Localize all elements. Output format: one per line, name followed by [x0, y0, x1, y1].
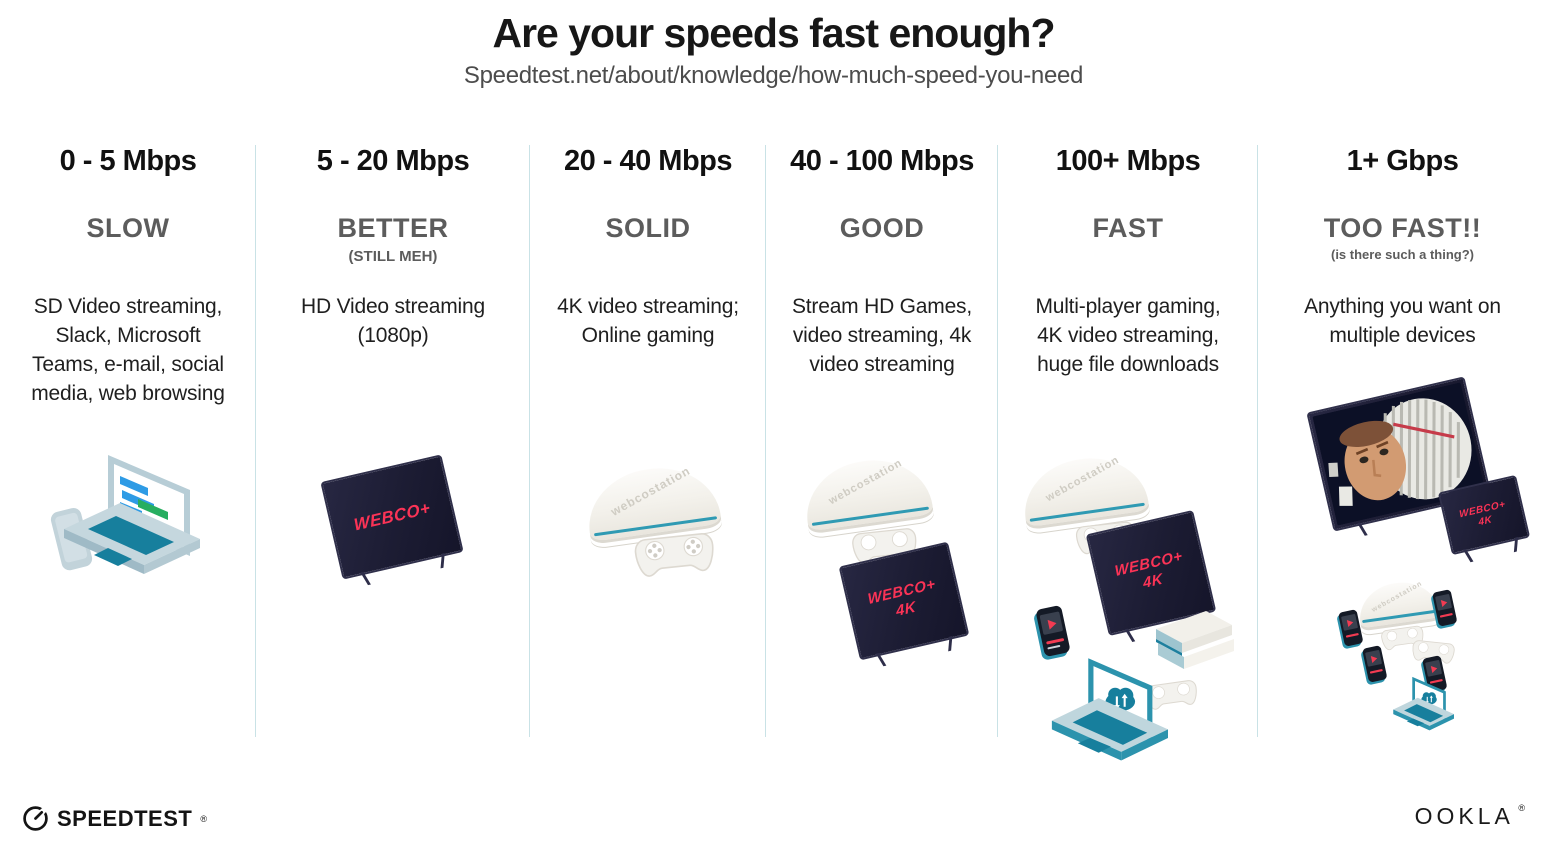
rating-label: FAST [1092, 213, 1164, 243]
column-0-5-mbps: 0 - 5 Mbps SLOW SD Video streaming, Slac… [0, 145, 256, 737]
console-brand-label: webcostation [608, 463, 693, 519]
laptop-cloud-icon [1393, 676, 1454, 731]
slab-console-icon [1156, 611, 1234, 669]
progress-bar [1439, 612, 1453, 618]
gamepad-illustration [1378, 620, 1428, 661]
rating-label: SOLID [605, 213, 691, 243]
source-url: Speedtest.net/about/knowledge/how-much-s… [463, 62, 1084, 89]
use-cases: 4K video streaming; Online gaming [557, 295, 739, 347]
speed-range: 100+ Mbps [1055, 145, 1201, 177]
smartphone-illustration [1035, 604, 1071, 658]
astronaut-image [1312, 382, 1486, 526]
rating-label: TOO FAST!! [1323, 213, 1482, 243]
smartphone-illustration [1432, 589, 1458, 627]
speed-range: 40 - 100 Mbps [790, 145, 974, 177]
play-icon [1370, 654, 1378, 663]
header: Are your speeds fast enough? Speedtest.n… [0, 0, 1547, 90]
rating-note: (is there such a thing?) [1330, 247, 1474, 262]
ookla-logo: OOKLA ® [1415, 803, 1525, 830]
speed-range: 5 - 20 Mbps [316, 145, 470, 177]
column-1plus-gbps: 1+ Gbps TOO FAST!! (is there such a thin… [1258, 145, 1547, 737]
tv-brand-label: WEBCO+ [352, 497, 432, 535]
console-brand-label: webcostation [826, 456, 905, 508]
smartphone-video-icon [1432, 589, 1458, 627]
speedtest-trademark: ® [200, 813, 207, 824]
gamepad-icon [1145, 680, 1197, 710]
laptop-and-phone-illustration [40, 443, 216, 600]
rating-label: BETTER [337, 213, 449, 243]
speed-range: 0 - 5 Mbps [59, 145, 197, 177]
ookla-trademark: ® [1518, 803, 1525, 813]
gamepad-illustration [1141, 673, 1202, 721]
progress-bar [1369, 668, 1383, 674]
progress-bar [1046, 637, 1065, 645]
tv-4k-label: 4K [1141, 570, 1164, 592]
laptop-chat-icon [50, 455, 200, 574]
progress-bar [1345, 632, 1359, 638]
movie-tv-illustration [1306, 376, 1492, 532]
use-cases: Anything you want on multiple devices [1304, 295, 1501, 347]
smartphone-video-icon [1035, 604, 1071, 658]
speedtest-wordmark: SPEEDTEST [57, 805, 193, 831]
laptop-cloud-icon [1051, 658, 1168, 761]
slab-console-illustration [1148, 607, 1238, 682]
play-icon [1346, 618, 1354, 627]
use-cases: HD Video streaming (1080p) [301, 295, 485, 347]
use-cases: Multi-player gaming, 4K video streaming,… [1035, 295, 1221, 376]
column-5-20-mbps: 5 - 20 Mbps BETTER (STILL MEH) HD Video … [256, 145, 530, 737]
ookla-wordmark: OOKLA [1414, 803, 1514, 829]
speedometer-icon [23, 806, 48, 831]
caption-line [1047, 644, 1061, 650]
column-20-40-mbps: 20 - 40 Mbps SOLID 4K video streaming; O… [530, 145, 766, 737]
astronaut-still-icon [1312, 382, 1486, 526]
tv-4k-label: 4K [894, 598, 917, 620]
page-title: Are your speeds fast enough? [492, 10, 1055, 56]
rating-label: GOOD [839, 213, 925, 243]
hd-tv-illustration: WEBCO+ [320, 454, 464, 580]
speed-range: 20 - 40 Mbps [563, 145, 733, 177]
gamepad-illustration [629, 523, 721, 593]
tv-4k-label: 4K [1477, 513, 1493, 528]
play-icon [1440, 598, 1448, 607]
game-console-illustration: webcostation [1355, 577, 1441, 629]
play-icon [1430, 664, 1438, 673]
use-cases: Stream HD Games, video streaming, 4k vid… [791, 295, 972, 376]
speedtest-logo: SPEEDTEST ® [22, 805, 207, 832]
laptop-cloud-illustration [1038, 651, 1168, 778]
console-brand-label: webcostation [1370, 579, 1424, 614]
gamepad-icon [1381, 625, 1424, 651]
rating-label: SLOW [86, 213, 170, 243]
column-100plus-mbps: 100+ Mbps FAST Multi-player gaming, 4K v… [998, 145, 1258, 761]
speed-columns: 0 - 5 Mbps SLOW SD Video streaming, Slac… [0, 145, 1547, 761]
gamepad-icon [634, 533, 714, 577]
column-40-100-mbps: 40 - 100 Mbps GOOD Stream HD Games, vide… [766, 145, 998, 737]
use-cases: SD Video streaming, Slack, Microsoft Tea… [31, 295, 225, 405]
rating-note: (STILL MEH) [348, 248, 438, 265]
speed-range: 1+ Gbps [1346, 145, 1459, 177]
laptop-cloud-illustration [1386, 673, 1454, 742]
console-brand-label: webcostation [1043, 454, 1122, 505]
